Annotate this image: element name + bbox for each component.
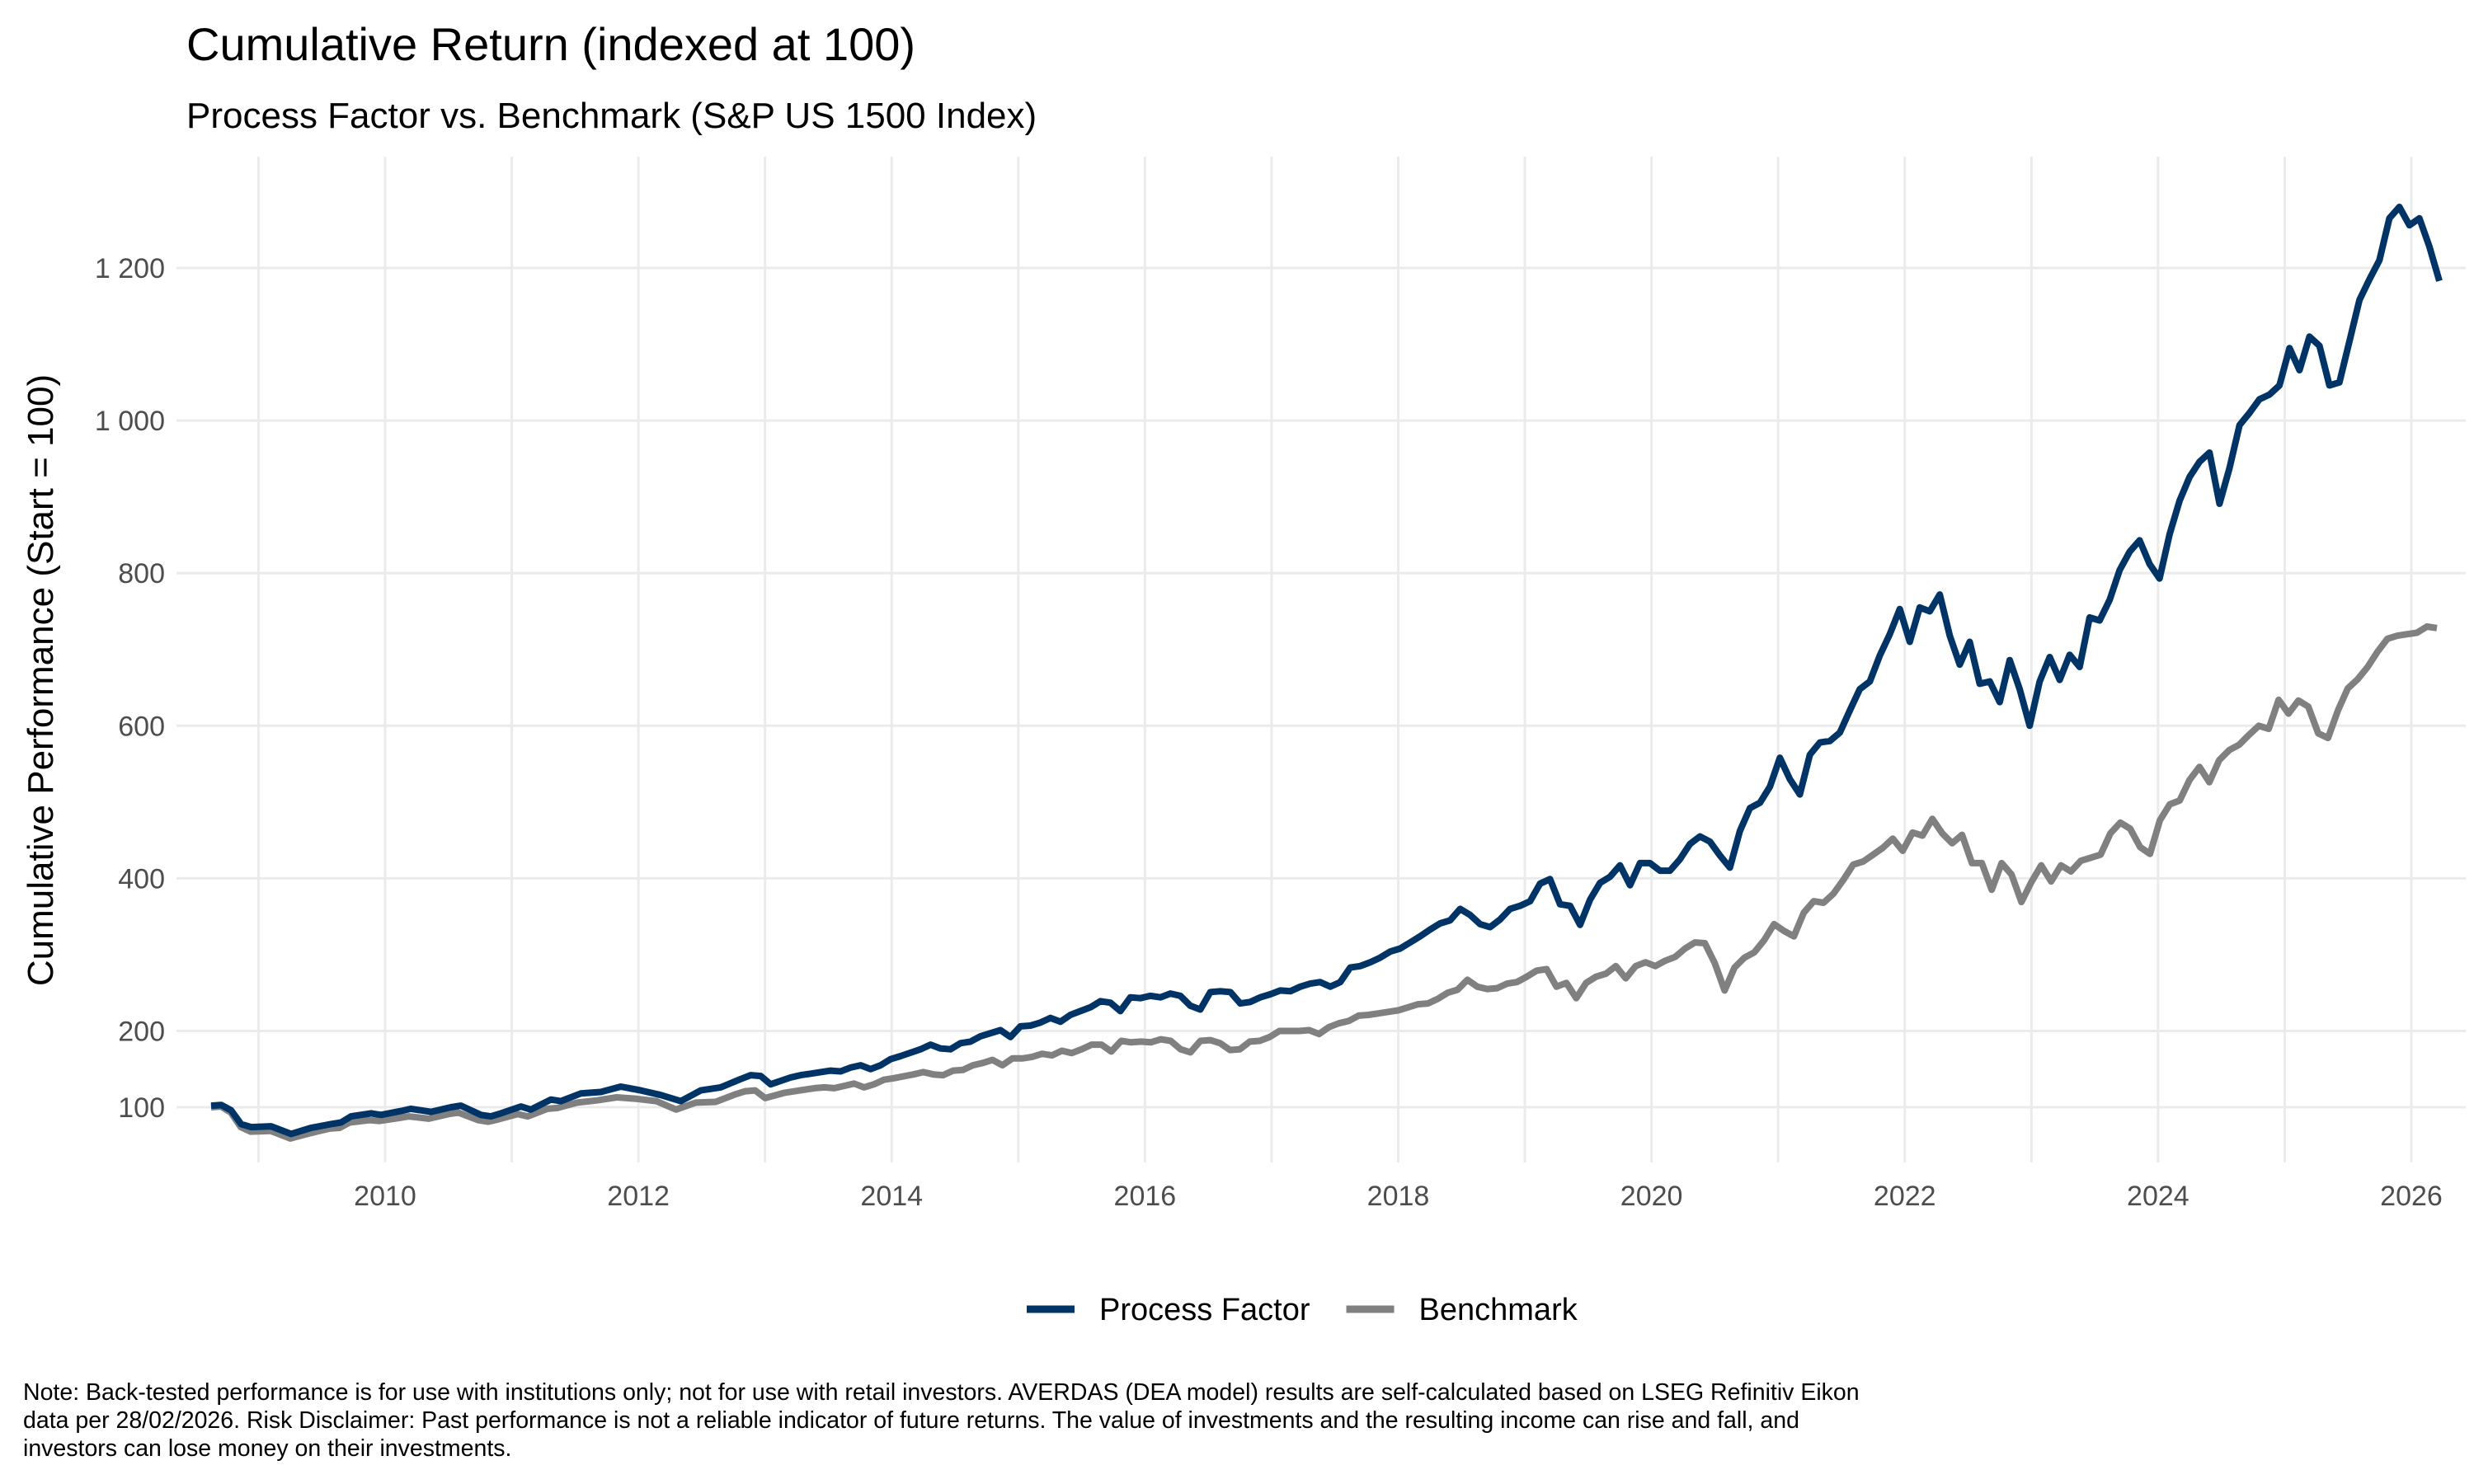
x-tick-label: 2014 xyxy=(860,1181,923,1212)
x-tick-label: 2024 xyxy=(2127,1181,2189,1212)
x-tick-label: 2010 xyxy=(354,1181,416,1212)
gridlines xyxy=(176,157,2466,1162)
y-tick-label: 100 xyxy=(118,1092,165,1124)
y-tick-label: 400 xyxy=(118,863,165,895)
chart-title: Cumulative Return (indexed at 100) xyxy=(186,18,915,70)
chart-subtitle: Process Factor vs. Benchmark (S&P US 150… xyxy=(186,96,1037,136)
y-axis-label: Cumulative Performance (Start = 100) xyxy=(21,374,61,986)
x-tick-label: 2012 xyxy=(607,1181,670,1212)
axis-ticks: 2010 2012 2014 2016 2018 2020 2022 2024 2026 100 2… xyxy=(95,253,2443,1212)
series-line-process-factor xyxy=(210,204,2443,1138)
x-tick-label: 2018 xyxy=(1367,1181,1430,1212)
x-tick-label: 2016 xyxy=(1114,1181,1177,1212)
legend: Process Factor Benchmark xyxy=(1027,1293,1578,1327)
x-tick-label: 2020 xyxy=(1620,1181,1683,1212)
y-tick-label: 1 000 xyxy=(95,406,165,437)
x-tick-label: 2022 xyxy=(1874,1181,1936,1212)
legend-label: Benchmark xyxy=(1419,1293,1578,1327)
x-tick-label: 2026 xyxy=(2380,1181,2443,1212)
y-tick-label: 800 xyxy=(118,558,165,589)
disclaimer-note: Note: Back-tested performance is for use… xyxy=(23,1379,1860,1462)
series-line-benchmark xyxy=(210,623,2438,1142)
legend-label: Process Factor xyxy=(1099,1293,1310,1327)
y-tick-label: 200 xyxy=(118,1016,165,1047)
y-tick-label: 1 200 xyxy=(95,253,165,284)
series-lines xyxy=(210,204,2443,1142)
y-tick-label: 600 xyxy=(118,711,165,742)
